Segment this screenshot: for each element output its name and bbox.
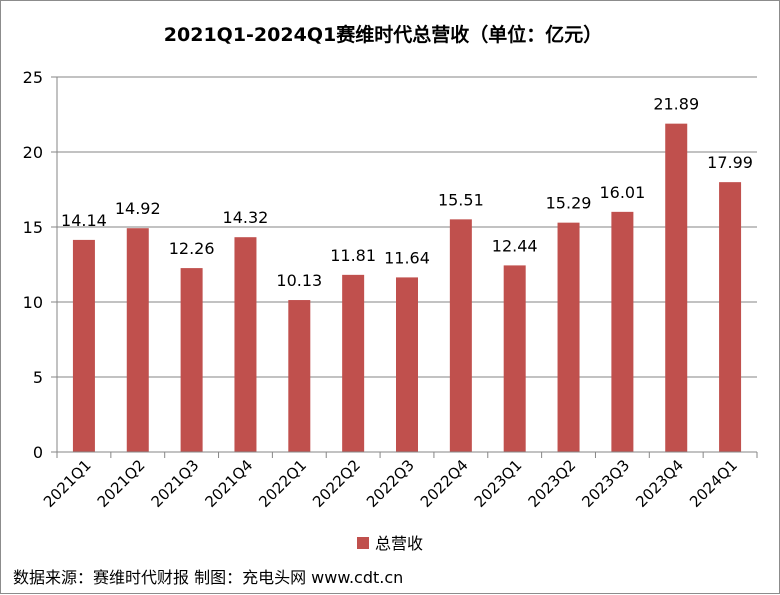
bar [342, 274, 365, 452]
bar [234, 237, 257, 452]
x-tick-label: 2022Q4 [417, 456, 472, 511]
legend: 总营收 [357, 534, 423, 553]
data-label: 15.29 [546, 194, 592, 213]
data-label: 14.14 [61, 211, 107, 230]
data-label: 21.89 [653, 95, 699, 114]
bar [126, 228, 149, 452]
bars [72, 123, 742, 453]
x-tick-label: 2023Q4 [632, 456, 687, 511]
y-tick-label: 20 [23, 143, 43, 162]
bar [72, 239, 95, 452]
data-labels: 14.14 14.92 12.26 14.32 10.13 11.81 11.64 15.51… [61, 95, 753, 290]
bar [503, 265, 526, 452]
legend-swatch [357, 537, 369, 549]
x-tick-label: 2023Q3 [578, 456, 633, 511]
x-tick-label: 2022Q2 [309, 456, 364, 511]
y-axis-ticks: 0 5 10 15 20 25 [23, 68, 43, 462]
y-tick-label: 25 [23, 68, 43, 87]
bar [557, 222, 580, 452]
data-label: 17.99 [707, 153, 753, 172]
x-tick-label: 2024Q1 [686, 456, 741, 511]
bar [611, 211, 634, 452]
data-label: 14.32 [223, 208, 269, 227]
bar [396, 277, 418, 452]
y-tick-label: 10 [23, 293, 43, 312]
y-tick-label: 0 [33, 443, 43, 462]
bar [180, 268, 203, 452]
x-tick-label: 2022Q1 [255, 456, 310, 511]
bar [449, 219, 472, 452]
source-note: 数据来源：赛维时代财报 制图：充电头网 www.cdt.cn [13, 568, 403, 587]
legend-label: 总营收 [375, 534, 423, 553]
x-tick-label: 2021Q4 [201, 456, 256, 511]
x-tick-label: 2021Q2 [94, 456, 149, 511]
x-tick-label: 2022Q3 [363, 456, 418, 511]
data-label: 16.01 [599, 183, 645, 202]
bar [719, 182, 742, 452]
x-tick-label: 2021Q1 [40, 456, 95, 511]
bar [288, 300, 311, 452]
data-label: 14.92 [115, 199, 161, 218]
data-label: 15.51 [438, 190, 484, 209]
x-axis-ticks: 2021Q1 2021Q2 2021Q3 2021Q4 2022Q1 2022Q2 2022… [40, 456, 741, 511]
bar [665, 123, 688, 453]
gridlines [51, 76, 758, 458]
y-tick-label: 5 [33, 368, 43, 387]
chart-title: 2021Q1-2024Q1赛维时代总营收（单位：亿元） [164, 23, 602, 46]
data-label: 11.64 [384, 248, 430, 267]
y-tick-label: 15 [23, 218, 43, 237]
x-tick-label: 2023Q2 [525, 456, 580, 511]
x-tick-label: 2021Q3 [148, 456, 203, 511]
data-label: 12.26 [169, 239, 215, 258]
data-label: 12.44 [492, 236, 538, 255]
data-label: 10.13 [276, 271, 322, 290]
x-tick-label: 2023Q1 [471, 456, 526, 511]
data-label: 11.81 [330, 246, 376, 265]
